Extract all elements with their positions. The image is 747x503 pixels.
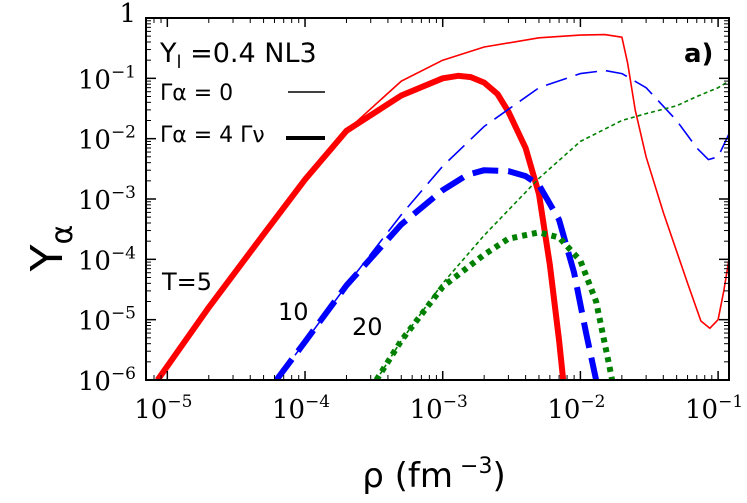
series-t20-thick-line bbox=[373, 229, 616, 380]
y-tick-label: 10−3 bbox=[78, 183, 136, 216]
y-tick-label: 10−5 bbox=[78, 304, 136, 337]
y-tick-label: 10−6 bbox=[78, 364, 136, 397]
y-tick-label: 10−2 bbox=[78, 123, 136, 156]
y-axis-label: Yα bbox=[22, 225, 80, 273]
x-tick-label: 10−5 bbox=[134, 392, 192, 425]
ticks-layer: 10−5 10−4 10−3 10−2 10−110−610−510−410−310−2… bbox=[78, 0, 743, 425]
label-t20: 20 bbox=[352, 313, 383, 341]
series-t10-thin-line bbox=[275, 69, 729, 380]
x-tick-label: 10−1 bbox=[685, 392, 743, 425]
legend-thin-label: Γα = 0 bbox=[160, 81, 233, 106]
y-tick-label: 1 bbox=[119, 0, 136, 29]
label-t10: 10 bbox=[278, 298, 309, 326]
series-layer bbox=[155, 33, 729, 380]
legend-title: Yl =0.4 NL3 bbox=[159, 38, 317, 73]
legend-thick-label: Γα = 4 Γν bbox=[160, 123, 265, 148]
x-tick-label: 10−2 bbox=[547, 392, 605, 425]
x-tick-label: 10−4 bbox=[272, 392, 330, 425]
x-axis-label: ρ (fm −3) bbox=[362, 454, 505, 496]
panel-label: a) bbox=[684, 39, 713, 69]
y-tick-label: 10−1 bbox=[78, 62, 136, 95]
y-tick-label: 10−4 bbox=[78, 243, 136, 276]
series-t10-thick-line bbox=[273, 167, 600, 380]
series-t20-thin-line bbox=[375, 80, 729, 380]
label-t5: T=5 bbox=[161, 268, 212, 296]
plot-frame bbox=[145, 17, 730, 381]
x-tick-label: 10−3 bbox=[410, 392, 468, 425]
series-t5-thick-line bbox=[155, 72, 567, 380]
